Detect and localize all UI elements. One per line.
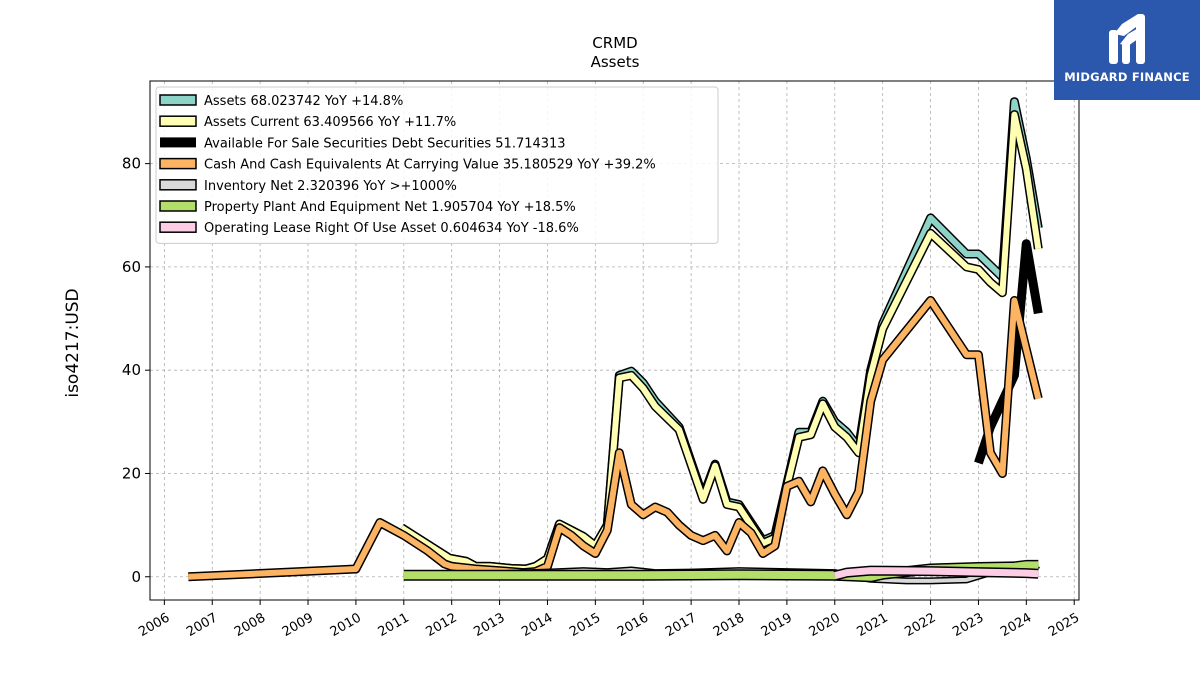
x-tick-label: 2006: [136, 610, 172, 640]
legend-item: Assets Current 63.409566 YoY +11.7%: [159, 115, 456, 130]
legend: Assets 68.023742 YoY +14.8% Assets Curren…: [155, 86, 719, 244]
x-tick-label: 2012: [424, 610, 460, 640]
x-tick-label: 2016: [615, 610, 651, 640]
x-tick-label: 2025: [1046, 610, 1082, 640]
x-tick-label: 2019: [759, 610, 795, 640]
x-tick-label: 2017: [663, 610, 699, 640]
legend-label: Inventory Net 2.320396 YoY >+1000%: [204, 179, 457, 194]
x-tick-label: 2007: [184, 610, 220, 640]
logo-mark-icon: [1109, 14, 1145, 64]
x-tick-label: 2011: [376, 610, 412, 640]
legend-label: Assets 68.023742 YoY +14.8%: [204, 94, 403, 109]
legend-item: Cash And Cash Equivalents At Carrying Va…: [159, 158, 656, 173]
y-tick-label: 0: [131, 568, 141, 586]
legend-label: Cash And Cash Equivalents At Carrying Va…: [204, 158, 656, 173]
legend-item: Property Plant And Equipment Net 1.90570…: [159, 200, 576, 215]
x-tick-label: 2008: [232, 610, 268, 640]
x-tick-label: 2021: [855, 610, 891, 640]
axes-frame: [149, 80, 1080, 601]
y-tick-label: 80: [122, 155, 141, 173]
x-tick-label: 2022: [902, 610, 938, 640]
y-tick-label: 20: [122, 464, 141, 482]
y-tick-label: 60: [122, 258, 141, 276]
legend-item: Inventory Net 2.320396 YoY >+1000%: [159, 179, 457, 194]
series-line-6: [833, 565, 1039, 581]
x-tick-label: 2018: [711, 610, 747, 640]
y-axis: 0 20 40 60 80: [122, 155, 150, 586]
chart-subtitle: Assets: [591, 53, 640, 71]
x-tick-label: 2024: [998, 610, 1034, 640]
series-layer: [188, 97, 1043, 585]
series-line-1: [398, 110, 1043, 574]
brand-logo: MIDGARD FINANCE: [1054, 0, 1200, 100]
legend-label: Property Plant And Equipment Net 1.90570…: [204, 200, 576, 215]
y-tick-label: 40: [122, 361, 141, 379]
legend-item: Available For Sale Securities Debt Secur…: [160, 136, 566, 151]
x-tick-label: 2015: [567, 610, 603, 640]
x-tick-label: 2020: [807, 610, 843, 640]
x-tick-label: 2010: [328, 610, 364, 640]
x-tick-label: 2023: [950, 610, 986, 640]
x-axis: 2006 2007 2008 2009 2010 2011 2012 2013 2014 2015…: [136, 600, 1082, 640]
x-tick-label: 2014: [519, 610, 555, 640]
x-tick-label: 2009: [280, 610, 316, 640]
legend-label: Available For Sale Securities Debt Secur…: [204, 136, 566, 151]
x-tick-label: 2013: [471, 610, 507, 640]
legend-label: Operating Lease Right Of Use Asset 0.604…: [204, 221, 579, 236]
legend-item: Operating Lease Right Of Use Asset 0.604…: [159, 221, 579, 236]
legend-box: [155, 86, 719, 244]
legend-item: Assets 68.023742 YoY +14.8%: [159, 94, 403, 109]
legend-label: Assets Current 63.409566 YoY +11.7%: [204, 115, 456, 130]
y-axis-label: iso4217:USD: [63, 288, 83, 397]
chart-title: CRMD: [592, 34, 637, 52]
brand-name: MIDGARD FINANCE: [1064, 70, 1190, 84]
